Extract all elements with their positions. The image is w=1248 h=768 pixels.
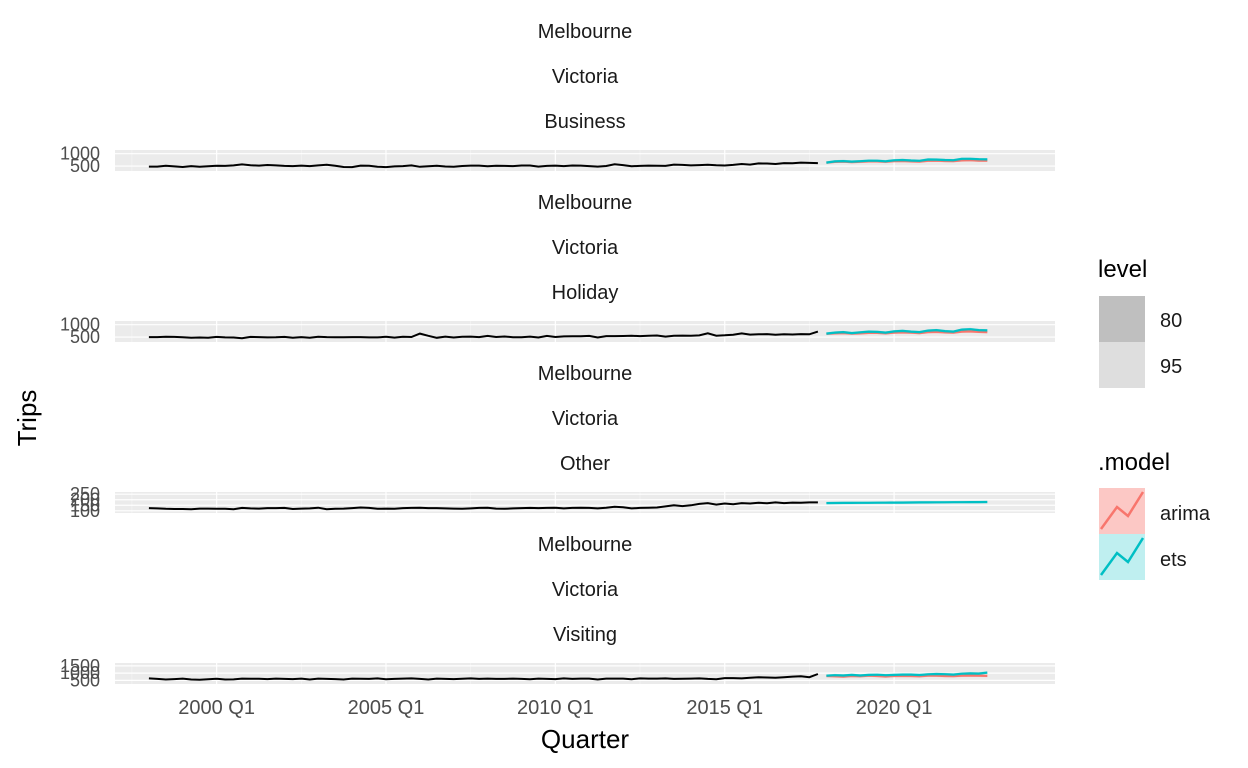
history-line: [148, 161, 818, 169]
strip-label: Victoria: [552, 408, 619, 430]
legend-level-title: level: [1098, 256, 1147, 283]
legend-arima-label: arima: [1160, 503, 1211, 525]
y-tick-label: 150: [70, 495, 100, 515]
y-tick-label: 1500: [60, 656, 100, 676]
x-tick-label: 2015 Q1: [686, 697, 763, 719]
legend-model-title: .model: [1098, 449, 1170, 476]
ets-forecast-line: [826, 328, 988, 335]
history-line: [148, 501, 818, 511]
x-tick-label: 2020 Q1: [856, 697, 933, 719]
y-tick-label: 500: [70, 156, 100, 176]
strip-label: Holiday: [552, 282, 619, 304]
strip-label: Victoria: [552, 66, 619, 88]
ets-forecast-line: [826, 500, 988, 505]
legend-level-80-key: [1099, 296, 1145, 342]
legend-ets-label: ets: [1160, 549, 1187, 571]
y-tick-label: 1000: [60, 315, 100, 335]
strip-label: Melbourne: [538, 192, 633, 214]
y-tick-label: 1000: [60, 144, 100, 164]
strip-label: Melbourne: [538, 363, 633, 385]
y-tick-label: 100: [70, 501, 100, 521]
y-tick-label: 1000: [60, 663, 100, 683]
legend: level 80 95 .model arima ets: [1098, 256, 1211, 580]
y-tick-label: 200: [70, 490, 100, 510]
strip-label: Melbourne: [538, 21, 633, 43]
strip-label: Business: [544, 111, 625, 133]
strip-label: Visiting: [553, 624, 617, 646]
y-tick-label: 250: [70, 484, 100, 504]
y-tick-label: 500: [70, 327, 100, 347]
ets-forecast-line: [826, 157, 988, 164]
x-tick-label: 2010 Q1: [517, 697, 594, 719]
panels-layer: MelbourneVictoriaBusiness1000500Melbourn…: [60, 21, 1055, 690]
y-axis-title: Trips: [12, 390, 42, 447]
x-axis: 2000 Q1 2005 Q1 2010 Q1 2015 Q1 2020 Q1: [178, 697, 932, 719]
x-tick-label: 2005 Q1: [348, 697, 425, 719]
legend-level-95-key: [1099, 342, 1145, 388]
strip-label: Victoria: [552, 237, 619, 259]
legend-ets-line-icon: [1099, 537, 1145, 576]
strip-label: Other: [560, 453, 610, 475]
legend-level-95-label: 95: [1160, 356, 1182, 378]
legend-level-80-label: 80: [1160, 310, 1182, 332]
x-axis-title: Quarter: [541, 724, 629, 754]
x-tick-label: 2000 Q1: [178, 697, 255, 719]
ets-forecast-line: [826, 671, 988, 677]
history-line: [148, 330, 819, 340]
y-tick-label: 500: [70, 670, 100, 690]
strip-label: Victoria: [552, 579, 619, 601]
legend-arima-line-icon: [1099, 491, 1145, 530]
strip-label: Melbourne: [538, 534, 633, 556]
history-line: [148, 673, 819, 681]
